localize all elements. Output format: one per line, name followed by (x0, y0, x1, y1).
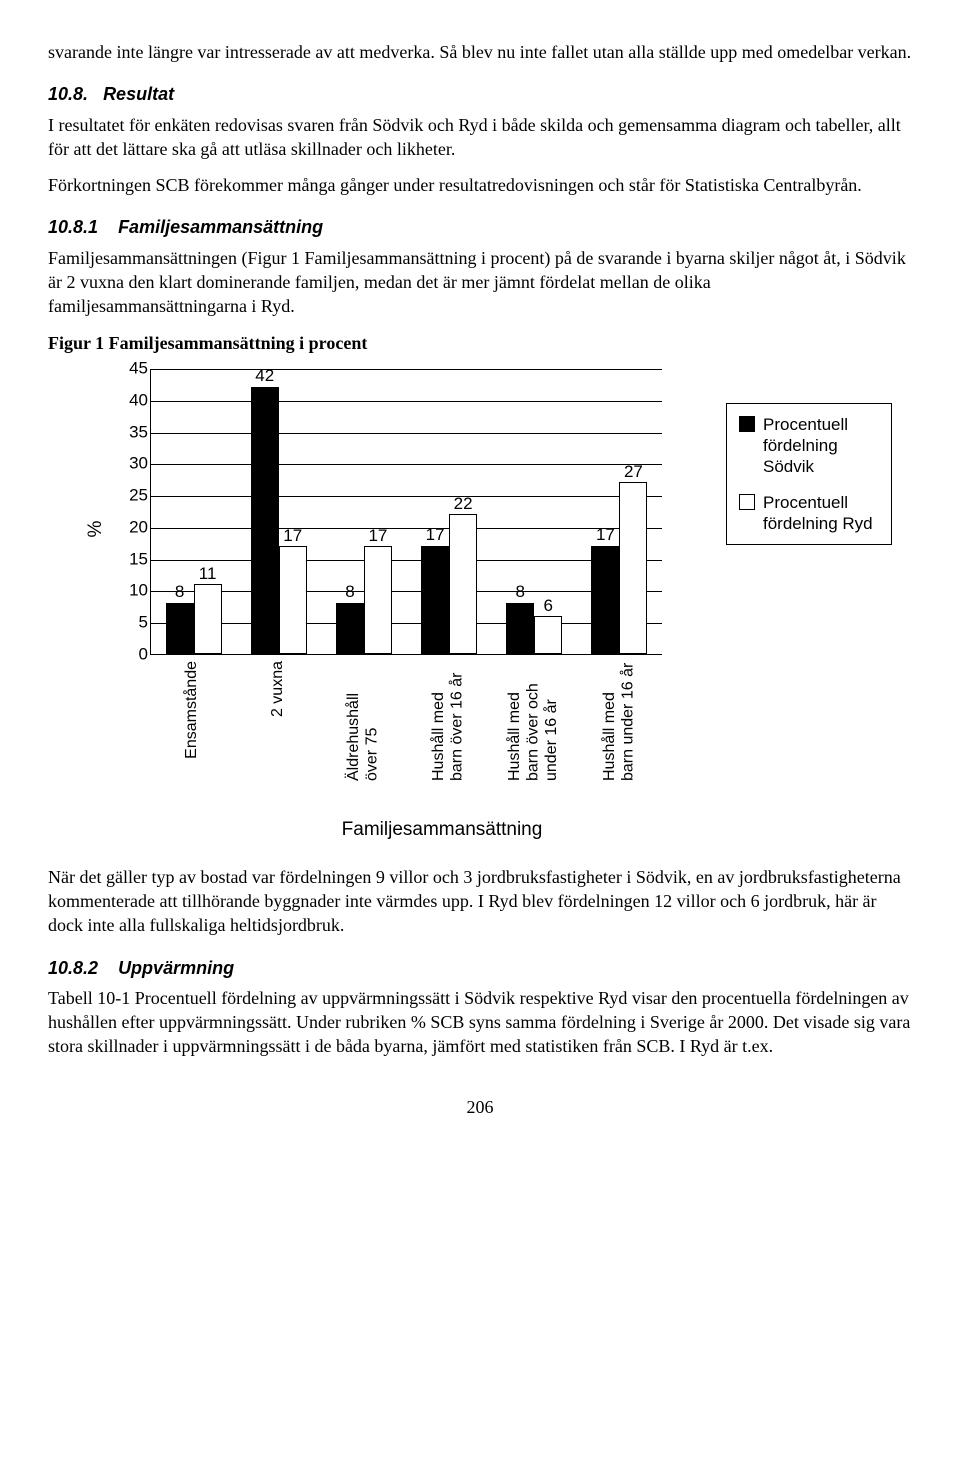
x-tick-label: 2 vuxna (235, 661, 320, 781)
bar-value-label: 27 (624, 461, 643, 484)
bar-group: 1722 (407, 369, 492, 654)
x-tick-label: Hushåll med barn över och under 16 år (491, 661, 576, 781)
intro-paragraph: svarande inte längre var intresserade av… (48, 40, 912, 64)
y-tick-label: 30 (126, 453, 148, 476)
bar-chart: % 81142178171722861727 Ensamstånde2 vuxn… (102, 369, 662, 689)
legend-label: Procentuell fördelning Ryd (763, 492, 879, 535)
chart-legend: Procentuell fördelning Södvik Procentuel… (726, 403, 892, 545)
y-tick-label: 15 (126, 548, 148, 571)
after-chart-paragraph: När det gäller typ av bostad var fördeln… (48, 865, 912, 938)
bar: 11 (194, 584, 222, 654)
bar-value-label: 8 (175, 581, 184, 604)
section-number: 10.8.1 (48, 217, 98, 237)
section-number: 10.8.2 (48, 958, 98, 978)
bar-value-label: 17 (368, 525, 387, 548)
bar: 42 (251, 387, 279, 654)
bar-value-label: 8 (516, 581, 525, 604)
bar-value-label: 17 (283, 525, 302, 548)
legend-label: Procentuell fördelning Södvik (763, 414, 879, 478)
y-tick-label: 0 (126, 644, 148, 667)
bar: 27 (619, 482, 647, 654)
legend-swatch-light (739, 494, 755, 510)
section-title: Resultat (103, 84, 174, 104)
bar-value-label: 6 (544, 595, 553, 618)
bar-group: 811 (151, 369, 236, 654)
y-axis-title: % (83, 521, 109, 538)
bar: 8 (336, 603, 364, 654)
bar: 17 (279, 546, 307, 654)
y-tick-label: 10 (126, 580, 148, 603)
bar: 22 (449, 514, 477, 654)
bar: 6 (534, 616, 562, 654)
bar: 8 (166, 603, 194, 654)
bar-value-label: 8 (345, 581, 354, 604)
bar-value-label: 11 (199, 563, 217, 586)
y-tick-label: 25 (126, 485, 148, 508)
section-title: Familjesammansättning (118, 217, 323, 237)
page-number: 206 (48, 1095, 912, 1119)
legend-item: Procentuell fördelning Södvik (739, 414, 879, 478)
bar-value-label: 17 (596, 524, 615, 547)
bar: 17 (591, 546, 619, 654)
section-number: 10.8. (48, 84, 88, 104)
section-10-8-1-heading: 10.8.1 Familjesammansättning (48, 215, 912, 239)
bar-group: 817 (321, 369, 406, 654)
bar: 17 (421, 546, 449, 654)
bar-group: 1727 (577, 369, 662, 654)
y-tick-label: 20 (126, 516, 148, 539)
section-10-8-para-2: Förkortningen SCB förekommer många gånge… (48, 173, 912, 197)
section-10-8-heading: 10.8. Resultat (48, 82, 912, 106)
legend-item: Procentuell fördelning Ryd (739, 492, 879, 535)
x-tick-label: Hushåll med barn över 16 år (406, 661, 491, 781)
x-tick-label: Hushåll med barn under 16 år (577, 661, 662, 781)
bar-group: 4217 (236, 369, 321, 654)
section-10-8-1-para: Familjesammansättningen (Figur 1 Familje… (48, 246, 912, 319)
bar-value-label: 22 (454, 493, 473, 516)
bar-group: 86 (492, 369, 577, 654)
x-tick-label: Äldrehushåll över 75 (321, 661, 406, 781)
bar-value-label: 42 (255, 365, 274, 388)
bar: 17 (364, 546, 392, 654)
y-tick-label: 40 (126, 389, 148, 412)
section-10-8-para-1: I resultatet för enkäten redovisas svare… (48, 113, 912, 162)
section-title: Uppvärmning (118, 958, 234, 978)
bar: 8 (506, 603, 534, 654)
y-tick-label: 5 (126, 612, 148, 635)
legend-swatch-dark (739, 416, 755, 432)
figure-1-title: Figur 1 Familjesammansättning i procent (48, 331, 912, 355)
x-axis-title: Familjesammansättning (182, 817, 702, 843)
bar-value-label: 17 (426, 524, 445, 547)
section-10-8-2-para: Tabell 10-1 Procentuell fördelning av up… (48, 986, 912, 1059)
y-tick-label: 35 (126, 421, 148, 444)
y-tick-label: 45 (126, 358, 148, 381)
x-tick-label: Ensamstånde (150, 661, 235, 781)
section-10-8-2-heading: 10.8.2 Uppvärmning (48, 956, 912, 980)
